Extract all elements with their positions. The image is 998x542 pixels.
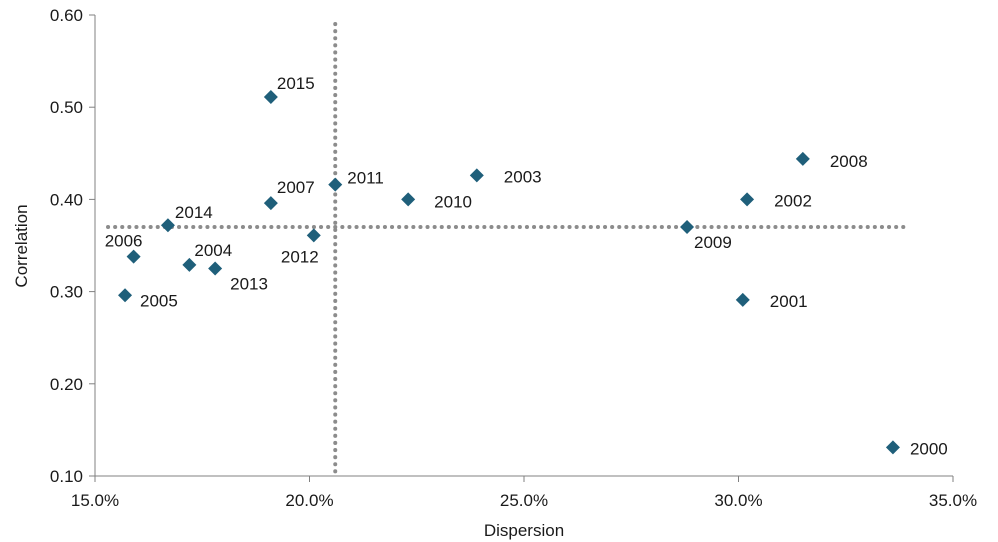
y-axis-title: Correlation: [12, 204, 31, 287]
point-label-2002: 2002: [774, 191, 812, 210]
y-tick-label: 0.20: [50, 375, 83, 394]
y-ticks: 0.10 0.20 0.30 0.40 0.50 0.60: [50, 6, 95, 486]
data-point-2005: [118, 288, 133, 303]
data-point-2002: [740, 192, 755, 207]
point-label-2007: 2007: [277, 178, 315, 197]
point-label-2012: 2012: [281, 247, 319, 266]
x-tick-label: 20.0%: [285, 491, 333, 510]
x-axis-title: Dispersion: [484, 521, 564, 540]
y-tick-label: 0.60: [50, 6, 83, 25]
data-point-2013: [208, 261, 223, 276]
data-point-2003: [469, 168, 484, 183]
point-label-2013: 2013: [230, 275, 268, 294]
point-label-2008: 2008: [830, 152, 868, 171]
data-points: [118, 90, 900, 455]
data-point-2008: [795, 151, 810, 166]
x-ticks: 15.0% 20.0% 25.0% 30.0% 35.0%: [71, 476, 977, 510]
point-label-2014: 2014: [175, 203, 213, 222]
data-point-2004: [182, 257, 197, 272]
data-point-2006: [126, 249, 141, 264]
reference-lines: [106, 22, 910, 478]
data-point-2014: [160, 218, 175, 233]
point-label-2000: 2000: [910, 439, 948, 458]
data-point-2011: [328, 177, 343, 192]
x-tick-label: 15.0%: [71, 491, 119, 510]
y-tick-label: 0.40: [50, 190, 83, 209]
point-label-2009: 2009: [694, 233, 732, 252]
data-point-2012: [306, 228, 321, 243]
data-point-2001: [735, 292, 750, 307]
x-tick-label: 25.0%: [500, 491, 548, 510]
point-label-2005: 2005: [140, 291, 178, 310]
data-point-2007: [263, 196, 278, 211]
data-point-2000: [885, 440, 900, 455]
point-label-2004: 2004: [194, 241, 232, 260]
point-label-2015: 2015: [277, 74, 315, 93]
point-label-2010: 2010: [434, 192, 472, 211]
point-label-2006: 2006: [105, 232, 143, 251]
y-tick-label: 0.50: [50, 98, 83, 117]
data-point-2010: [401, 192, 416, 207]
x-tick-label: 30.0%: [714, 491, 762, 510]
y-tick-label: 0.10: [50, 467, 83, 486]
point-labels: 2000 2001 2002 2003 2004 2005 2006 2007 2008 2009…: [105, 74, 948, 458]
x-tick-label: 35.0%: [929, 491, 977, 510]
point-label-2001: 2001: [770, 292, 808, 311]
data-point-2015: [263, 90, 278, 105]
point-label-2011: 2011: [347, 169, 384, 188]
data-point-2009: [680, 220, 695, 235]
point-label-2003: 2003: [504, 167, 542, 186]
y-tick-label: 0.30: [50, 283, 83, 302]
